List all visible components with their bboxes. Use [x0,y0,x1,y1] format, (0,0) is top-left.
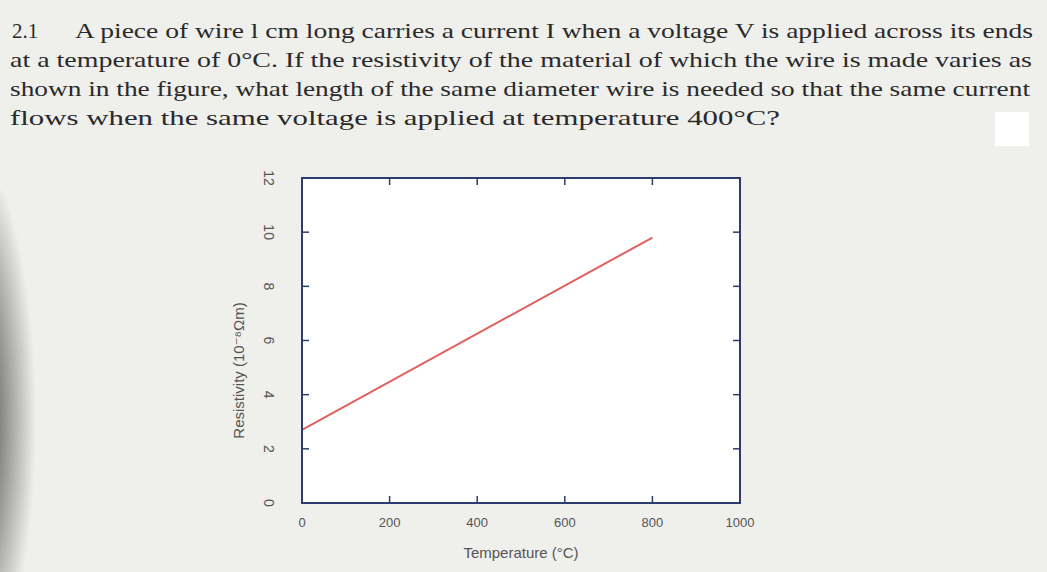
x-tick-top [389,178,391,185]
y-tick [302,394,309,396]
x-tick-top [564,178,566,185]
background [0,0,1047,572]
problem-line: flows when the same voltage is applied a… [10,106,780,130]
resistivity-line [302,238,652,430]
y-tick-label: 12 [261,170,277,186]
x-tick-label: 0 [298,515,305,530]
y-tick-label: 6 [261,337,277,345]
canvas: 2.1 A piece of wire l cm long carries a c… [0,0,1047,572]
x-tick [564,496,566,503]
x-tick-label: 200 [379,515,401,530]
y-tick-right [733,286,740,288]
y-tick-label: 8 [261,282,277,290]
x-tick-top [476,178,478,185]
y-tick [302,231,309,233]
x-tick [476,496,478,503]
y-tick [302,448,309,450]
marks [302,238,652,430]
y-tick-label: 10 [261,224,277,240]
y-tick-right [733,340,740,342]
x-tick-top [652,178,654,185]
y-tick-label: 0 [261,499,277,507]
plot-area [302,178,740,503]
white-square [995,112,1029,146]
y-tick-right [733,231,740,233]
x-tick [652,496,654,503]
y-tick-label: 2 [261,445,277,453]
y-tick-label: 4 [261,391,277,399]
y-axis-label: Resistivity (10⁻⁸Ωm) [230,302,247,438]
page: 2.1 A piece of wire l cm long carries a c… [0,0,1047,572]
y-tick-right [733,394,740,396]
y-tick [302,340,309,342]
x-tick-label: 1000 [726,515,755,530]
x-tick-label: 800 [642,515,664,530]
problem-number: 2.1 [12,19,38,43]
x-tick-label: 600 [554,515,576,530]
problem-line: shown in the figure, what length of the … [10,77,1030,101]
y-tick-right [733,448,740,450]
y-tick [302,286,309,288]
x-axis-label: Temperature (°C) [463,544,578,561]
plot-frame [302,178,740,503]
shadow [0,190,60,572]
x-tick [389,496,391,503]
problem-line: at a temperature of 0°C. If the resistiv… [10,48,1032,72]
problem-line: A piece of wire l cm long carries a curr… [75,19,1033,43]
x-tick-label: 400 [466,515,488,530]
